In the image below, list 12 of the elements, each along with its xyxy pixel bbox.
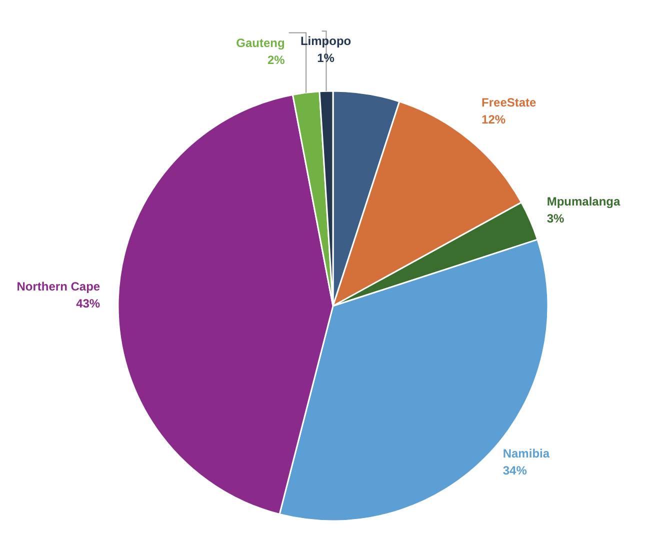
slice-label: Northern Cape	[16, 280, 100, 294]
data-label: 12%	[482, 112, 506, 126]
data-label: 1%	[317, 51, 335, 66]
data-label: 2%	[267, 52, 286, 67]
slice-label: Gauteng	[236, 36, 285, 50]
data-label: 43%	[76, 296, 100, 311]
slice-label: Limpopo	[300, 34, 352, 48]
data-label: 34%	[502, 464, 528, 478]
slice-label: FreeState	[482, 95, 537, 110]
data-label: 3%	[546, 211, 565, 226]
slice-label: Namibia	[502, 446, 550, 460]
slice-label: Mpumalanga	[546, 194, 621, 208]
